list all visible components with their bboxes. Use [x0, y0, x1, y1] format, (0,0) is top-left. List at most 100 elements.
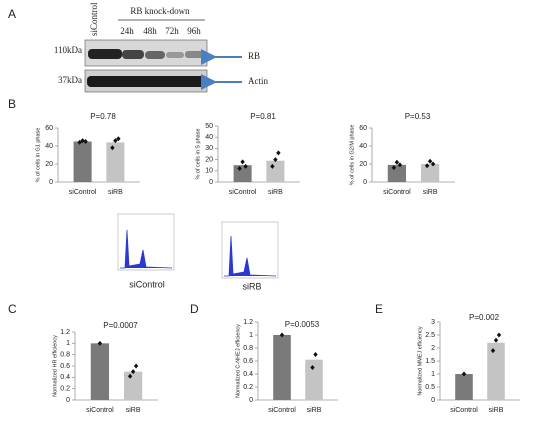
y-tick-label: 40: [45, 143, 53, 150]
bar: [273, 335, 291, 400]
y-tick-label: 0: [49, 179, 53, 186]
data-point: [83, 139, 88, 144]
bar: [387, 164, 407, 182]
chart-title: P=0.53: [405, 112, 431, 121]
x-tick-label: siControl: [229, 189, 257, 196]
y-tick-label: 30: [205, 145, 213, 152]
bar: [266, 160, 285, 182]
marker-label: 37kDa: [58, 75, 82, 85]
y-tick-label: 0.6: [243, 358, 253, 365]
band: [88, 49, 122, 59]
data-point: [240, 159, 245, 165]
y-tick-label: 2: [431, 345, 435, 352]
y-tick-label: 0.4: [60, 374, 70, 381]
data-point: [80, 138, 85, 144]
bar: [90, 343, 110, 400]
data-point: [490, 348, 496, 354]
y-tick-label: 0.5: [425, 384, 435, 391]
y-tick-label: 60: [45, 125, 53, 132]
y-tick-label: 3: [431, 319, 435, 326]
chart-title: P=0.81: [250, 112, 276, 121]
y-tick-label: 0.2: [243, 384, 253, 391]
data-point: [461, 371, 467, 377]
x-tick-label: siRB: [307, 407, 322, 414]
data-point: [496, 332, 502, 338]
x-tick-label: siControl: [450, 407, 478, 414]
panel-label: B: [8, 97, 16, 111]
y-tick-label: 40: [359, 143, 367, 150]
x-tick-label: siControl: [383, 189, 411, 196]
x-tick-label: siRB: [108, 189, 123, 196]
bar: [73, 141, 92, 182]
chart-title: P=0.0053: [285, 320, 320, 329]
y-axis-label: % of cells in G1 phase: [35, 128, 41, 183]
data-point: [313, 352, 318, 357]
data-point: [130, 369, 136, 375]
group-label: RB knock-down: [130, 6, 190, 16]
bar: [123, 371, 143, 400]
y-axis-label: % of cells in G2/M phase: [349, 125, 355, 186]
x-tick-label: siControl: [268, 407, 296, 414]
y-tick-label: 0.6: [60, 363, 70, 370]
data-point: [270, 163, 275, 169]
y-axis-label: Normalized C-NHEJ efficiency: [235, 324, 241, 398]
data-point: [397, 162, 403, 168]
data-point: [279, 332, 285, 338]
band-label: RB: [248, 51, 260, 61]
data-point: [243, 163, 248, 169]
bar: [455, 374, 473, 400]
y-tick-label: 0.8: [60, 352, 70, 359]
panel-label: D: [190, 302, 199, 316]
panel-label: A: [8, 7, 16, 21]
data-point: [273, 157, 278, 163]
y-tick-label: 0.8: [243, 345, 253, 352]
y-tick-label: 20: [45, 161, 53, 168]
y-tick-label: 2.5: [425, 332, 435, 339]
bar: [233, 165, 252, 182]
y-tick-label: 1.2: [60, 329, 70, 336]
y-tick-label: 0: [66, 397, 70, 404]
data-point: [391, 165, 397, 171]
y-tick-label: 10: [205, 168, 213, 175]
data-point: [493, 337, 499, 343]
y-tick-label: 0: [209, 179, 213, 186]
data-point: [276, 150, 281, 156]
data-point: [116, 136, 121, 142]
band: [87, 76, 205, 87]
x-tick-label: siControl: [69, 189, 97, 196]
y-tick-label: 0.2: [60, 386, 70, 393]
chart-title: P=0.002: [469, 313, 500, 322]
y-tick-label: 1: [249, 332, 253, 339]
bar: [487, 342, 505, 400]
chart-title: P=0.78: [90, 112, 116, 121]
data-point: [127, 373, 133, 379]
band: [185, 51, 205, 58]
y-tick-label: 0: [249, 397, 253, 404]
x-tick-label: siRB: [489, 407, 504, 414]
x-tick-label: siRB: [423, 189, 438, 196]
y-axis-label: % of cells in S phase: [195, 128, 201, 179]
data-point: [113, 138, 118, 144]
bar: [305, 359, 323, 400]
flow-label: siControl: [129, 279, 165, 289]
time-label: 24h: [120, 26, 134, 36]
y-axis-label: Normalized MMEJ efficiency: [417, 326, 423, 396]
band-label: Actin: [248, 76, 268, 86]
time-label: 96h: [187, 26, 201, 36]
bar: [106, 142, 125, 182]
y-tick-label: 0: [363, 179, 367, 186]
band: [166, 52, 184, 58]
data-point: [110, 145, 115, 151]
marker-label: 110kDa: [54, 45, 82, 55]
data-point: [77, 139, 82, 145]
time-label: 48h: [143, 26, 157, 36]
y-axis-label: Normalized HR efficiency: [52, 335, 58, 397]
band: [122, 50, 144, 59]
flow-histogram: [120, 229, 173, 269]
lane-label: siControl: [89, 2, 99, 36]
y-tick-label: 60: [359, 125, 367, 132]
data-point: [424, 163, 430, 169]
y-tick-label: 1.5: [425, 358, 435, 365]
y-tick-label: 20: [359, 161, 367, 168]
